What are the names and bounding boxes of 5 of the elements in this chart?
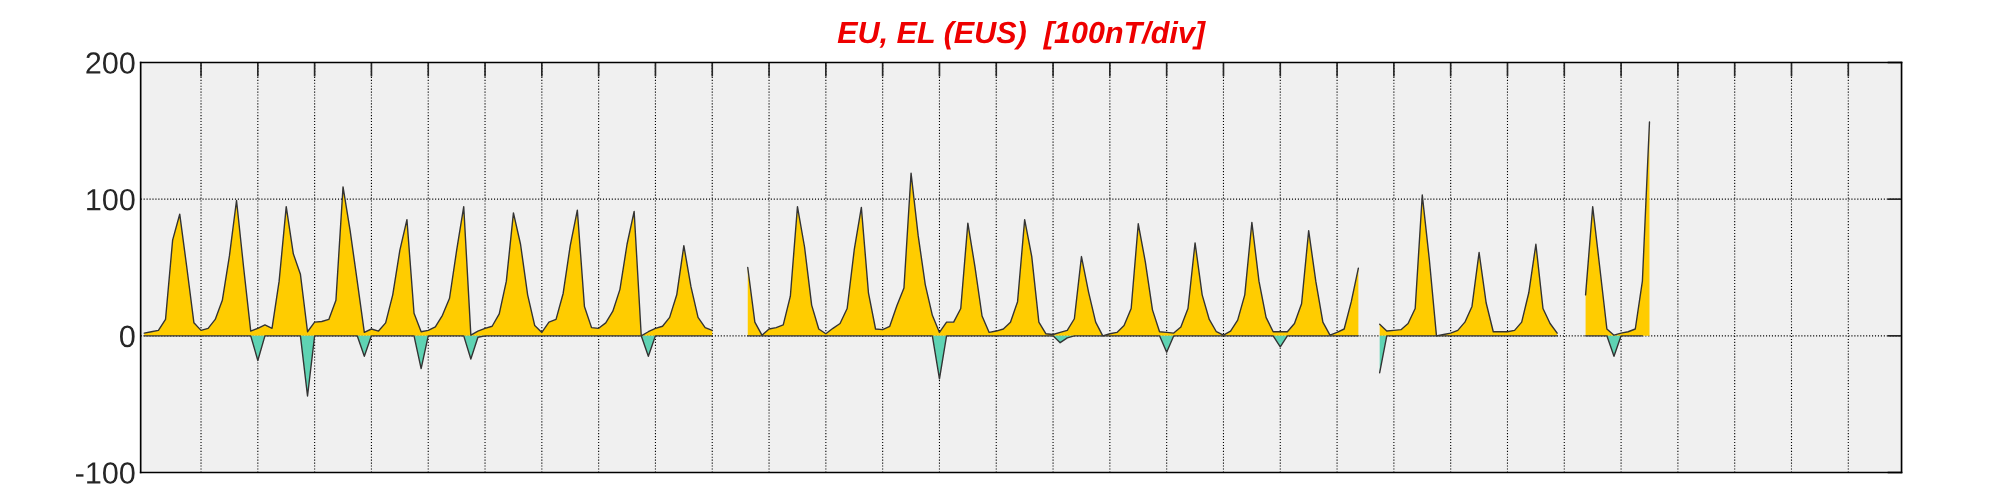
y-tick-label: 200 [86, 52, 135, 74]
y-tick-label: 0 [120, 325, 135, 348]
chart-title: EU, EL (EUS) [100nT/div] [837, 20, 1206, 50]
y-tick-label: 100 [87, 188, 135, 211]
y-tick-label: -100 [76, 462, 135, 484]
